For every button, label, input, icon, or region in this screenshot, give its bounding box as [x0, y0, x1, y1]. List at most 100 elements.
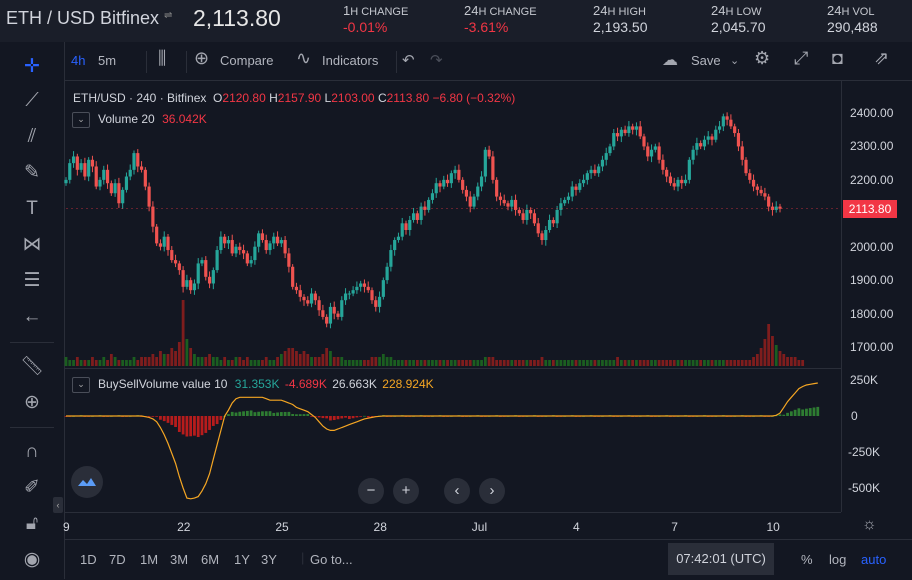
scroll-right-button[interactable]: › — [479, 478, 505, 504]
volume-bar — [166, 354, 170, 366]
zoom-in-icon[interactable]: ⊕ — [24, 392, 40, 413]
candle-body — [615, 133, 620, 137]
ruler-icon[interactable]: 📏︎ — [19, 356, 45, 377]
collapse-toolbar-icon[interactable]: ‹ — [53, 497, 63, 513]
bsv-bar — [310, 416, 313, 417]
candle-body — [90, 159, 95, 167]
volume-bar — [782, 354, 786, 366]
volume-bar — [215, 357, 219, 366]
bsv-bar — [298, 414, 302, 416]
candle-body — [710, 136, 714, 140]
candle-body — [442, 179, 446, 187]
bsv-bar — [812, 407, 816, 416]
camera-icon[interactable]: ◘ — [832, 48, 843, 68]
volume-bar — [336, 357, 340, 366]
candles-icon[interactable]: ⫼ — [158, 48, 167, 68]
tradingview-logo[interactable] — [71, 466, 103, 498]
volume-bar — [774, 345, 778, 366]
scroll-left-button[interactable]: ‹ — [444, 478, 470, 504]
range-1d[interactable]: 1D — [80, 552, 97, 567]
lock-drawing-icon[interactable]: ✐ — [24, 477, 40, 498]
toolbar-divider — [396, 51, 397, 73]
pane-separator[interactable] — [64, 368, 841, 369]
candle-body — [275, 236, 280, 244]
x-tick-label: Jul — [471, 520, 488, 534]
pair-title[interactable]: ETH / USD Bitfinex — [6, 8, 160, 28]
range-7d[interactable]: 7D — [109, 552, 126, 567]
stat-label-big: 24 — [711, 3, 726, 18]
currency-switch-icon[interactable]: ⇌ — [164, 10, 173, 21]
zoom-in-button[interactable]: + — [393, 478, 419, 504]
publish-icon[interactable]: ⇗ — [874, 48, 890, 68]
candle-body — [600, 159, 605, 167]
interval-5m[interactable]: 5m — [98, 53, 117, 68]
candle-body — [204, 260, 208, 277]
candle-body — [260, 233, 265, 241]
text-icon[interactable]: T — [26, 198, 38, 219]
lock-icon[interactable]: 🔓︎ — [25, 513, 39, 534]
goto-button[interactable]: Go to... — [310, 552, 353, 567]
candle-body — [623, 129, 627, 134]
undo-icon[interactable]: ↶ — [402, 52, 415, 69]
compare-button[interactable]: Compare — [220, 53, 274, 68]
fullscreen-icon[interactable]: ⤢ — [794, 48, 809, 68]
log-toggle[interactable]: log — [829, 552, 847, 567]
range-3y[interactable]: 3Y — [261, 552, 277, 567]
plus-circle-icon[interactable]: ⊕ — [194, 48, 210, 68]
indicators-icon[interactable]: ∿ — [296, 48, 312, 68]
bsv-bar — [215, 416, 219, 425]
volume-bar — [344, 360, 347, 366]
gear-icon[interactable]: ⚙ — [754, 48, 771, 68]
redo-icon[interactable]: ↷ — [430, 52, 443, 69]
pitchfork-icon[interactable]: ⫽ — [27, 126, 37, 147]
volume-bar — [174, 351, 177, 366]
candle-body — [744, 159, 748, 174]
trendline-icon[interactable]: ⟋ — [25, 90, 39, 111]
save-button[interactable]: Save — [691, 53, 721, 68]
crosshair-icon[interactable]: ✛ — [24, 56, 40, 77]
candle-body — [502, 199, 506, 204]
volume-bar — [608, 360, 612, 366]
volume-bar — [189, 348, 193, 366]
volume-bar — [143, 357, 147, 366]
price-axis[interactable]: 2400.002300.002200.002100.002000.001900.… — [841, 80, 912, 512]
clock-display[interactable]: 07:42:01 (UTC) — [668, 543, 774, 575]
volume-bar — [317, 357, 321, 366]
pattern-icon[interactable]: ⋈ — [22, 234, 42, 255]
candle-body — [593, 169, 597, 174]
candle-body — [313, 293, 317, 301]
time-axis[interactable]: 9 22 25 28 Jul 4 7 10 — [63, 512, 841, 540]
indicators-button[interactable]: Indicators — [322, 53, 379, 68]
candle-body — [71, 156, 76, 164]
volume-bar — [721, 360, 725, 366]
cloud-icon[interactable]: ☁ — [662, 52, 678, 69]
range-3m[interactable]: 3M — [170, 552, 189, 567]
eye-icon[interactable]: ◉ — [23, 549, 41, 570]
chevron-down-icon[interactable]: ⌄ — [72, 112, 90, 128]
range-1m[interactable]: 1M — [140, 552, 159, 567]
range-1y[interactable]: 1Y — [234, 552, 250, 567]
bsv-bar — [264, 411, 268, 416]
zoom-out-button[interactable]: − — [358, 478, 384, 504]
interval-4h[interactable]: 4h — [71, 53, 86, 68]
osc-y-tick-label: 0 — [851, 409, 858, 423]
bsv-bar — [793, 409, 797, 416]
fib-icon[interactable]: ☰ — [23, 270, 41, 291]
back-arrow-icon[interactable]: ← — [22, 306, 42, 327]
volume-bar — [193, 354, 196, 366]
stat-value: -3.61% — [464, 19, 509, 35]
brush-icon[interactable]: ✎ — [24, 162, 40, 183]
range-6m[interactable]: 6M — [201, 552, 220, 567]
candle-body — [513, 199, 518, 210]
percent-toggle[interactable]: % — [801, 552, 813, 567]
volume-bar — [72, 360, 75, 366]
bsv-bar — [253, 412, 257, 416]
auto-toggle[interactable]: auto — [861, 552, 887, 567]
settings-sun-icon[interactable]: ☼ — [862, 516, 877, 533]
magnet-icon[interactable]: ∩ — [25, 441, 39, 462]
chevron-down-icon[interactable]: ⌄ — [730, 55, 740, 67]
candle-body — [68, 163, 72, 180]
chevron-down-icon[interactable]: ⌄ — [72, 377, 90, 393]
volume-bar — [536, 360, 540, 366]
